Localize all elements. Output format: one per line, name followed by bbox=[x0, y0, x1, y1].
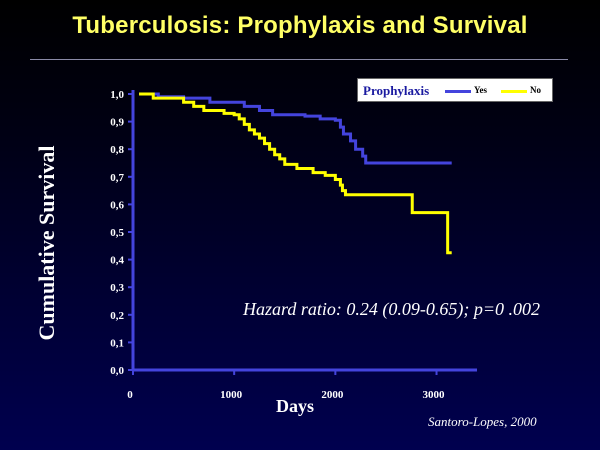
y-axis-label: Cumulative Survival bbox=[34, 145, 59, 341]
hazard-ratio-annotation: Hazard ratio: 0.24 (0.09-0.65); p=0 .002 bbox=[243, 299, 540, 319]
y-tick-label: 0,0 bbox=[110, 365, 124, 377]
x-tick-label: 0 bbox=[127, 389, 133, 401]
x-tick-label: 3000 bbox=[423, 389, 446, 401]
x-tick-label: 1000 bbox=[220, 389, 243, 401]
x-tick-label: 2000 bbox=[321, 389, 344, 401]
slide-title: Tuberculosis: Prophylaxis and Survival bbox=[72, 12, 528, 39]
series-line-yes bbox=[139, 92, 452, 165]
y-tick-label: 0,6 bbox=[110, 199, 124, 211]
y-tick-label: 0,8 bbox=[110, 144, 124, 156]
legend: Prophylaxis Yes No bbox=[357, 78, 553, 102]
chart-series-layer bbox=[139, 92, 452, 255]
series-line-no bbox=[139, 92, 452, 255]
y-tick-label: 0,2 bbox=[110, 310, 124, 322]
y-tick-label: 0,4 bbox=[110, 255, 124, 267]
x-axis-label: Days bbox=[276, 396, 315, 416]
legend-swatch-no bbox=[501, 90, 527, 93]
y-tick-label: 0,1 bbox=[110, 337, 124, 349]
chart-axes: 0,0 0,1 0,2 0,3 0,4 0,5 0,6 0,7 0,8 0,9 1,0 0 1000 20… bbox=[110, 89, 477, 401]
y-tick-label: 0,3 bbox=[110, 282, 124, 294]
source-citation: Santoro-Lopes, 2000 bbox=[428, 414, 537, 429]
legend-swatch-yes bbox=[445, 90, 471, 93]
y-tick-label: 1,0 bbox=[110, 89, 124, 101]
title-divider bbox=[30, 59, 568, 60]
legend-label-no: No bbox=[530, 85, 541, 95]
y-tick-label: 0,7 bbox=[110, 172, 124, 184]
legend-title: Prophylaxis bbox=[363, 83, 430, 98]
y-tick-label: 0,5 bbox=[110, 227, 124, 239]
y-tick-label: 0,9 bbox=[110, 117, 124, 129]
legend-label-yes: Yes bbox=[474, 85, 487, 95]
